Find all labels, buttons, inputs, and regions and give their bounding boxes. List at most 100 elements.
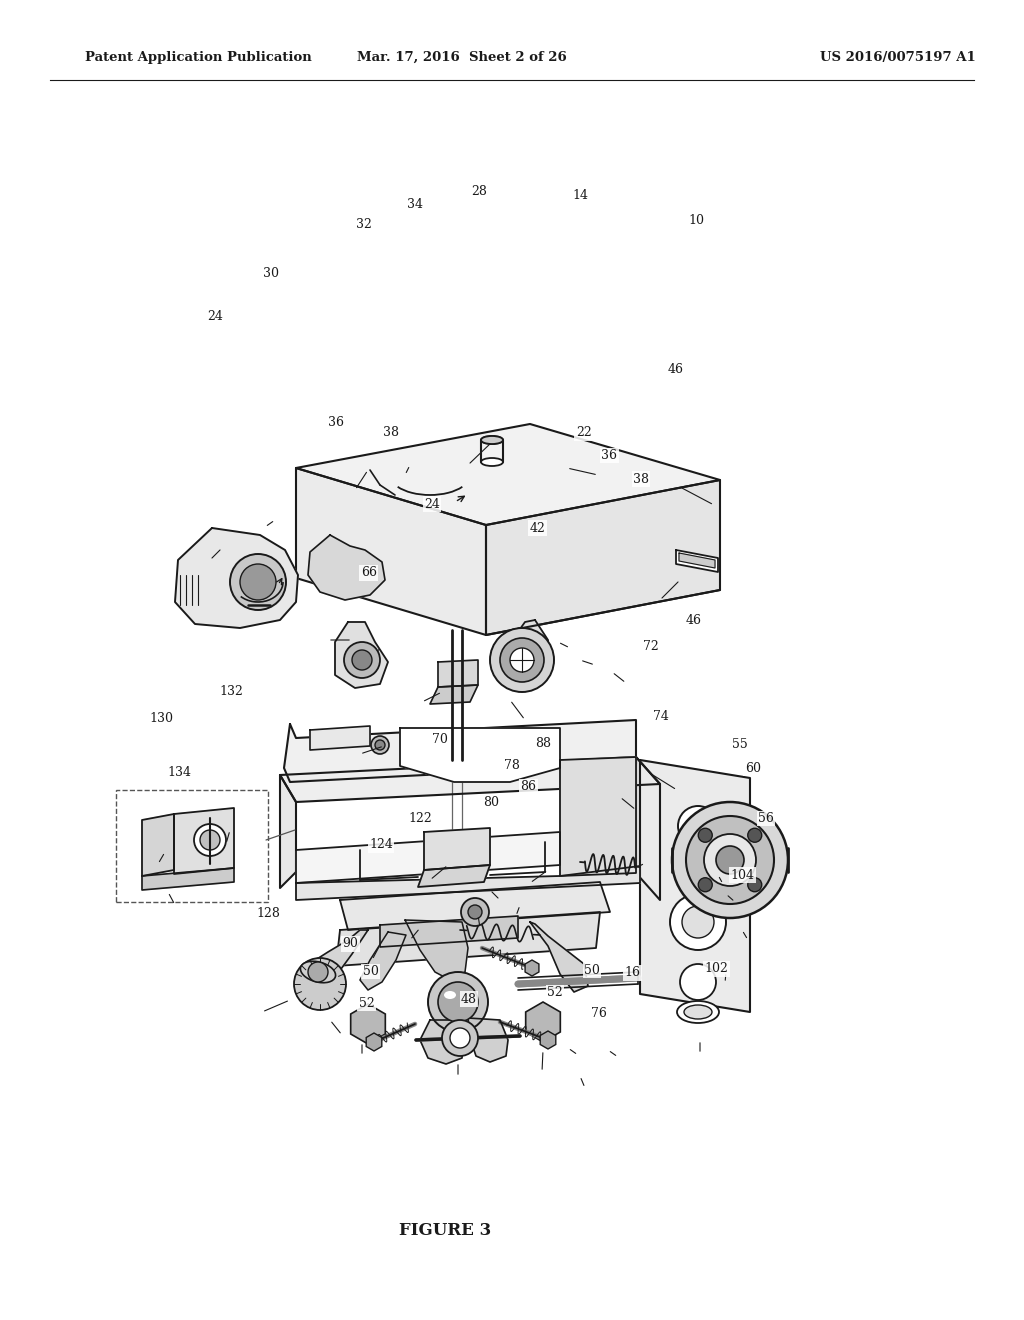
Text: 128: 128 xyxy=(256,907,281,920)
Polygon shape xyxy=(296,866,640,900)
Circle shape xyxy=(682,906,714,939)
Circle shape xyxy=(344,642,380,678)
Text: 132: 132 xyxy=(219,685,244,698)
Ellipse shape xyxy=(684,1005,712,1019)
Polygon shape xyxy=(406,920,468,979)
Ellipse shape xyxy=(481,458,503,466)
Circle shape xyxy=(294,958,346,1010)
Circle shape xyxy=(461,898,489,927)
Circle shape xyxy=(500,638,544,682)
Text: US 2016/0075197 A1: US 2016/0075197 A1 xyxy=(820,51,976,63)
Polygon shape xyxy=(676,550,718,572)
Text: 102: 102 xyxy=(705,962,729,975)
Circle shape xyxy=(442,1020,478,1056)
Text: 104: 104 xyxy=(730,869,755,882)
Polygon shape xyxy=(280,756,660,803)
Circle shape xyxy=(352,649,372,671)
Text: 30: 30 xyxy=(263,267,280,280)
Circle shape xyxy=(748,878,762,892)
Polygon shape xyxy=(424,828,490,870)
Text: 52: 52 xyxy=(358,997,375,1010)
Polygon shape xyxy=(360,932,406,990)
Polygon shape xyxy=(175,528,298,628)
Circle shape xyxy=(748,828,762,842)
Text: 72: 72 xyxy=(643,640,659,653)
Text: 46: 46 xyxy=(668,363,684,376)
Polygon shape xyxy=(350,1005,385,1044)
Text: 66: 66 xyxy=(360,566,377,579)
Text: 48: 48 xyxy=(461,993,477,1006)
Circle shape xyxy=(230,554,286,610)
Circle shape xyxy=(680,964,716,1001)
Polygon shape xyxy=(296,424,720,525)
Text: 38: 38 xyxy=(383,426,399,440)
Circle shape xyxy=(686,816,774,904)
Polygon shape xyxy=(430,685,478,704)
Text: 46: 46 xyxy=(685,614,701,627)
Polygon shape xyxy=(296,469,486,635)
Polygon shape xyxy=(640,760,750,1012)
Circle shape xyxy=(194,824,226,855)
Circle shape xyxy=(490,628,554,692)
Text: FIGURE 3: FIGURE 3 xyxy=(399,1222,492,1238)
Text: 34: 34 xyxy=(407,198,423,211)
Circle shape xyxy=(308,962,328,982)
Circle shape xyxy=(510,648,534,672)
Polygon shape xyxy=(468,1018,508,1063)
Polygon shape xyxy=(284,719,636,781)
Polygon shape xyxy=(679,553,715,568)
Circle shape xyxy=(438,982,478,1022)
Polygon shape xyxy=(335,622,388,688)
Text: 36: 36 xyxy=(601,449,617,462)
Circle shape xyxy=(698,828,713,842)
Ellipse shape xyxy=(481,436,503,444)
Text: 42: 42 xyxy=(529,521,546,535)
Text: 130: 130 xyxy=(150,711,174,725)
Polygon shape xyxy=(308,535,385,601)
Text: 55: 55 xyxy=(732,738,749,751)
Text: 74: 74 xyxy=(652,710,669,723)
Text: Patent Application Publication: Patent Application Publication xyxy=(85,51,311,63)
Polygon shape xyxy=(280,775,296,888)
Ellipse shape xyxy=(300,961,336,982)
Text: 50: 50 xyxy=(362,965,379,978)
Text: 90: 90 xyxy=(342,937,358,950)
Ellipse shape xyxy=(481,436,503,444)
Polygon shape xyxy=(340,882,610,931)
Polygon shape xyxy=(486,480,720,635)
Polygon shape xyxy=(367,1034,382,1051)
Polygon shape xyxy=(525,1002,560,1041)
Polygon shape xyxy=(310,726,370,750)
Text: 124: 124 xyxy=(369,838,393,851)
Polygon shape xyxy=(400,729,560,781)
Polygon shape xyxy=(530,921,588,993)
Circle shape xyxy=(200,830,220,850)
Polygon shape xyxy=(420,1020,464,1064)
Polygon shape xyxy=(174,808,234,874)
Polygon shape xyxy=(525,960,539,975)
Polygon shape xyxy=(541,1031,556,1049)
Ellipse shape xyxy=(677,1001,719,1023)
Polygon shape xyxy=(636,756,660,900)
Text: 10: 10 xyxy=(688,214,705,227)
Text: 134: 134 xyxy=(167,766,191,779)
Circle shape xyxy=(716,846,744,874)
Polygon shape xyxy=(336,912,600,966)
Text: 86: 86 xyxy=(520,780,537,793)
Text: 70: 70 xyxy=(432,733,449,746)
Text: 22: 22 xyxy=(575,426,592,440)
Text: 16: 16 xyxy=(625,966,641,979)
Polygon shape xyxy=(497,620,548,690)
Ellipse shape xyxy=(444,991,456,999)
Polygon shape xyxy=(380,916,518,946)
Circle shape xyxy=(450,1028,470,1048)
Circle shape xyxy=(670,894,726,950)
Circle shape xyxy=(698,878,713,892)
Circle shape xyxy=(678,807,718,846)
Text: 88: 88 xyxy=(535,737,551,750)
Polygon shape xyxy=(560,756,636,876)
Text: 50: 50 xyxy=(584,964,600,977)
Circle shape xyxy=(468,906,482,919)
Circle shape xyxy=(375,741,385,750)
Text: 38: 38 xyxy=(633,473,649,486)
